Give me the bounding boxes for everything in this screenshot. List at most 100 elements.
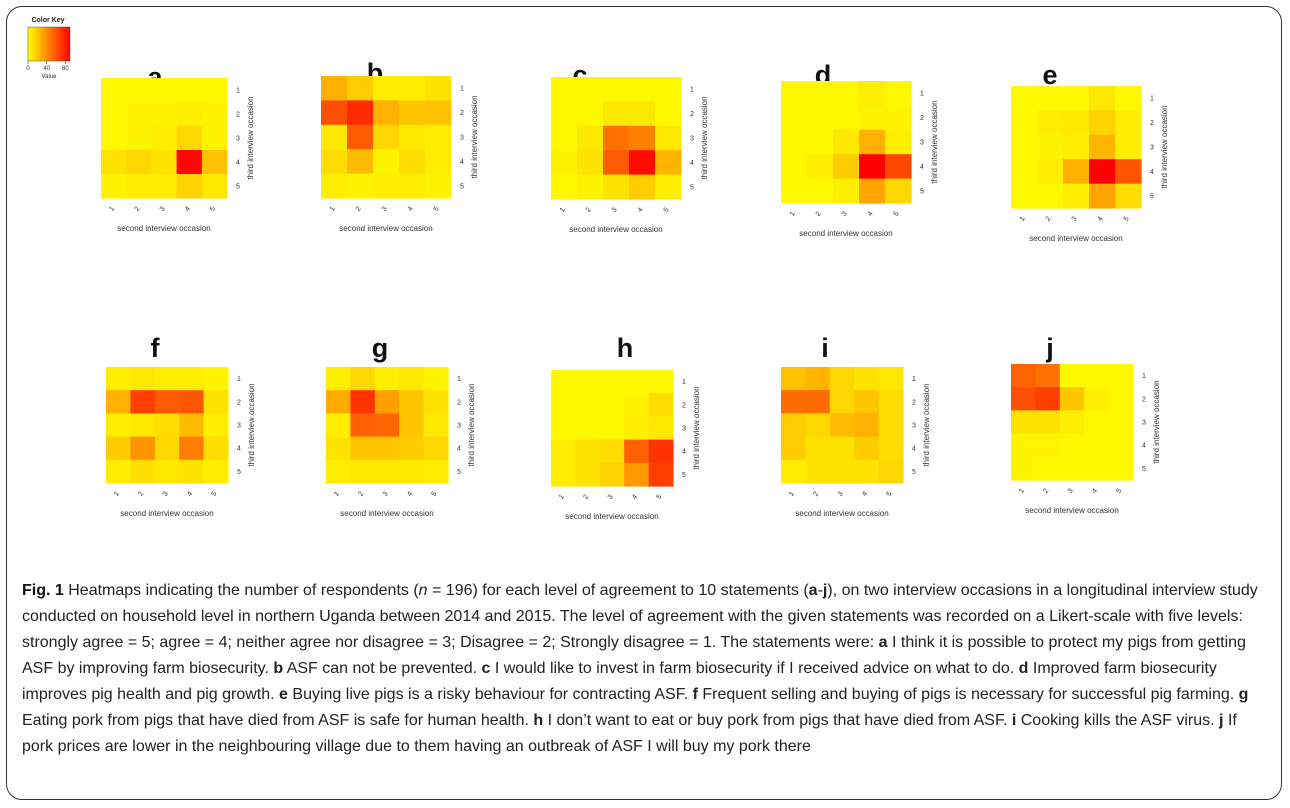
heatmap-cell: [425, 124, 452, 150]
heatmap-cell: [624, 416, 650, 441]
heatmap-cell: [321, 76, 348, 101]
x-tick-label: 4: [861, 490, 869, 497]
heatmap-cell: [176, 126, 203, 151]
x-tick-label: 3: [159, 205, 167, 212]
heatmap-cell: [350, 390, 376, 414]
y-axis-label: third interview occasion: [930, 100, 939, 183]
y-tick-label: 5: [237, 469, 241, 476]
y-tick-label: 4: [460, 159, 464, 166]
y-axis-label: third interview occasion: [700, 96, 709, 179]
heatmap-cell: [655, 174, 682, 200]
y-tick-label: 5: [1142, 466, 1146, 473]
y-tick-label: 5: [912, 469, 916, 476]
heatmap-cell: [551, 125, 578, 151]
x-tick-label: 1: [559, 206, 567, 213]
x-tick-label: 5: [433, 205, 441, 212]
heatmap-cell: [176, 78, 203, 103]
heatmap-cell: [179, 459, 205, 484]
x-tick-label: 2: [582, 493, 590, 500]
heatmap-cell: [1035, 410, 1061, 435]
y-axis-label: third interview occasion: [1160, 105, 1169, 188]
heatmap-cell: [1037, 159, 1064, 185]
x-tick-label: 5: [886, 490, 894, 497]
heatmap-cell: [1084, 410, 1110, 435]
panel-letter: g: [372, 333, 389, 363]
heatmap-cell: [551, 77, 578, 102]
heatmap-cell: [878, 390, 904, 414]
x-tick-label: 3: [1071, 215, 1079, 222]
heatmap-cell: [829, 390, 855, 414]
heatmap-cell: [1035, 433, 1061, 458]
y-tick-label: 1: [236, 88, 240, 95]
heatmap-cell: [201, 150, 228, 175]
heatmap-cell: [321, 173, 348, 199]
x-tick-label: 4: [1091, 487, 1099, 494]
x-axis-label: second interview occasion: [795, 509, 888, 518]
heatmap-cell: [347, 124, 374, 150]
heatmap-panel-j: j 1 2 3 4 5 1 2 3 4 5 second interview occasion thir…: [1011, 333, 1161, 515]
x-tick-label: 1: [113, 490, 121, 497]
heatmap-panel-g: g 1 2 3 4 5 1 2 3 4 5 second interview occasion thir…: [326, 333, 476, 518]
y-axis-label: third interview occasion: [1152, 380, 1161, 463]
heatmap-cell: [575, 393, 601, 417]
y-tick-label: 4: [1142, 443, 1146, 450]
heatmap-cell: [781, 413, 806, 438]
x-tick-label: 5: [656, 493, 664, 500]
panel-letter: h: [617, 333, 634, 363]
heatmap-cell: [1115, 183, 1142, 209]
heatmap-cell: [154, 436, 180, 461]
heatmap-cell: [624, 439, 650, 464]
x-tick-label: 2: [1042, 487, 1050, 494]
heatmap-cell: [1063, 86, 1090, 111]
x-tick-label: 4: [184, 205, 192, 212]
y-tick-label: 4: [682, 449, 686, 456]
color-key-title: Color Key: [31, 17, 64, 24]
y-tick-label: 2: [237, 399, 241, 406]
x-tick-label: 3: [607, 493, 615, 500]
heatmap-cell: [1063, 110, 1090, 136]
x-tick-label: 2: [355, 205, 363, 212]
heatmap-cell: [854, 367, 880, 391]
heatmap-cell: [106, 436, 131, 461]
heatmap-cell: [1059, 456, 1085, 481]
heatmap-cell: [629, 150, 656, 176]
heatmap-cell: [1011, 387, 1036, 411]
heatmap-cell: [1035, 387, 1061, 411]
statement-letter: b: [273, 660, 284, 677]
heatmap-cell: [833, 105, 860, 131]
heatmap-cell: [151, 102, 178, 127]
x-tick-label: 2: [357, 490, 365, 497]
heatmap-cell: [154, 459, 180, 484]
x-tick-label: 5: [211, 490, 219, 497]
x-tick-label: 2: [1045, 215, 1053, 222]
heatmap-cell: [151, 126, 178, 151]
heatmap-cell: [126, 102, 152, 127]
heatmap-cell: [373, 76, 400, 101]
heatmap-cell: [154, 413, 180, 438]
heatmap-cell: [203, 413, 229, 438]
statement-letter: e: [279, 686, 288, 703]
heatmap-cell: [399, 173, 426, 199]
x-axis-label: second interview occasion: [1029, 234, 1122, 243]
y-tick-label: 3: [236, 136, 240, 143]
heatmap-cell: [551, 393, 576, 417]
y-tick-label: 3: [1150, 145, 1154, 152]
heatmap-cell: [1089, 183, 1116, 209]
heatmap-cell: [179, 390, 205, 414]
heatmap-cell: [551, 370, 576, 394]
heatmap-cell: [781, 81, 808, 106]
x-tick-label: 5: [209, 205, 217, 212]
color-key-gradient: [27, 26, 71, 62]
heatmap-cell: [1108, 433, 1134, 458]
heatmap-cell: [1011, 86, 1038, 111]
heatmap-cell: [179, 367, 205, 391]
heatmap-cell: [603, 77, 630, 102]
heatmap-cell: [599, 462, 625, 487]
y-axis-label: third interview occasion: [246, 96, 255, 179]
heatmap-cell: [655, 150, 682, 176]
figure-label: Fig. 1: [22, 582, 64, 599]
heatmap-cell: [1108, 364, 1134, 388]
heatmap-cell: [575, 439, 601, 464]
heatmap-cell: [423, 367, 449, 391]
